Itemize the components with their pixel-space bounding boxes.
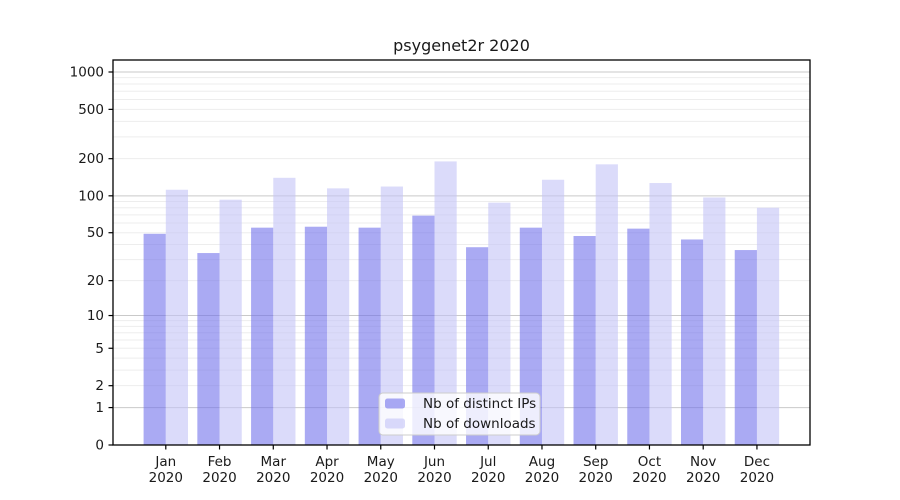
x-tick-label-year: 2020: [417, 470, 451, 486]
x-tick-label-year: 2020: [632, 470, 666, 486]
bar-distinct-ips-mar: [251, 227, 274, 445]
bar-downloads-may: [380, 186, 403, 445]
x-tick-label-month: Jul: [479, 454, 496, 470]
x-tick-label-year: 2020: [310, 470, 344, 486]
x-tick-label-year: 2020: [202, 470, 236, 486]
y-tick-label: 1: [95, 400, 104, 416]
y-tick-label: 10: [87, 308, 104, 324]
bar-distinct-ips-oct: [627, 228, 650, 445]
y-tick-label: 0: [95, 438, 104, 454]
x-tick-label-month: Nov: [690, 454, 716, 470]
x-tick-label-month: Feb: [208, 454, 232, 470]
legend: Nb of distinct IPs Nb of downloads: [378, 392, 541, 436]
y-tick-label: 2: [95, 378, 104, 394]
x-tick-label-month: Apr: [315, 454, 339, 470]
x-tick-label-year: 2020: [256, 470, 290, 486]
y-tick-label: 20: [87, 273, 104, 289]
bar-distinct-ips-aug: [519, 227, 542, 445]
x-tick-label-year: 2020: [149, 470, 183, 486]
bar-layer: [143, 161, 780, 446]
legend-label-distinct-ips: Nb of distinct IPs: [423, 396, 536, 412]
bar-downloads-dec: [756, 207, 780, 445]
bar-distinct-ips-sep: [573, 235, 596, 445]
y-tick-label: 1000: [70, 64, 104, 80]
y-tick-label: 100: [78, 188, 104, 204]
x-tick-label-month: Dec: [744, 454, 770, 470]
legend-swatch-distinct-ips: [385, 398, 405, 409]
y-tick-label: 200: [78, 151, 104, 167]
axis-layer: 01251020501002005001000Jan2020Feb2020Mar…: [70, 59, 811, 486]
x-tick-label-year: 2020: [686, 470, 720, 486]
legend-label-downloads: Nb of downloads: [423, 416, 536, 432]
bar-downloads-nov: [703, 197, 726, 445]
x-tick-label-year: 2020: [471, 470, 505, 486]
bar-distinct-ips-jun: [412, 215, 435, 445]
bar-downloads-apr: [327, 188, 350, 445]
bar-distinct-ips-nov: [681, 239, 704, 445]
x-tick-label-month: Mar: [261, 454, 287, 470]
bar-distinct-ips-dec: [734, 250, 757, 445]
plot-frame: [112, 59, 811, 446]
x-tick-label-year: 2020: [364, 470, 398, 486]
x-tick-label-year: 2020: [525, 470, 559, 486]
x-tick-label-year: 2020: [579, 470, 613, 486]
bar-downloads-oct: [649, 183, 672, 445]
x-tick-label-month: Jun: [423, 454, 445, 470]
bar-downloads-jun: [434, 161, 457, 446]
bar-downloads-sep: [595, 164, 618, 446]
x-tick-label-year: 2020: [740, 470, 774, 486]
y-tick-label: 500: [78, 102, 104, 118]
x-tick-label-month: May: [367, 454, 395, 470]
bar-downloads-feb: [219, 199, 242, 445]
bar-downloads-jul: [488, 202, 511, 445]
x-tick-label-month: Oct: [638, 454, 661, 470]
bar-downloads-mar: [273, 177, 296, 445]
bar-distinct-ips-may: [358, 227, 381, 445]
x-tick-label-month: Aug: [529, 454, 555, 470]
chart-title: psygenet2r 2020: [393, 36, 530, 55]
bar-distinct-ips-feb: [197, 253, 220, 445]
bar-downloads-aug: [541, 179, 565, 446]
legend-box: [378, 392, 541, 436]
y-tick-label: 50: [87, 225, 104, 241]
bar-downloads-jan: [165, 189, 188, 445]
x-tick-label-month: Sep: [583, 454, 608, 470]
x-tick-label-month: Jan: [154, 454, 176, 470]
legend-swatch-downloads: [385, 418, 405, 429]
y-tick-label: 5: [95, 341, 104, 357]
bar-distinct-ips-jan: [143, 233, 166, 445]
bar-distinct-ips-apr: [304, 226, 328, 445]
